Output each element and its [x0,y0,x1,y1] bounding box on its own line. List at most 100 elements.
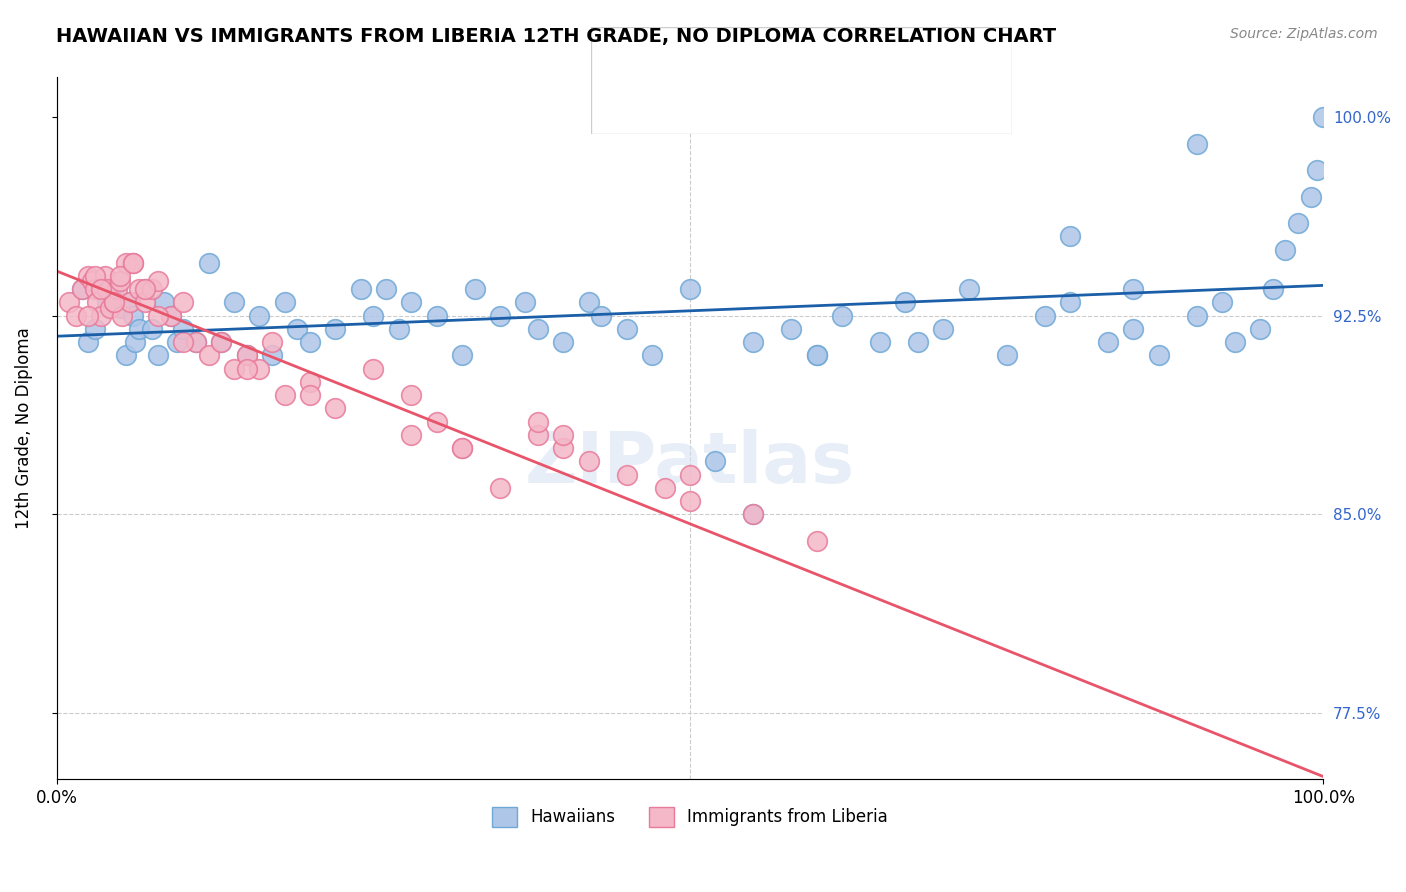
Point [426,309,449,323]
Point [77,268,100,283]
Point [235,348,257,362]
Point [222,361,245,376]
Point [679,494,702,508]
Point [578,295,600,310]
Point [654,481,676,495]
Point [907,785,929,799]
Point [1306,163,1329,178]
Point [578,454,600,468]
Point [401,388,423,402]
Point [141,282,163,296]
Point [1059,229,1081,244]
Point [285,322,308,336]
Point [780,322,803,336]
Point [451,348,474,362]
Point [247,309,270,323]
Point [70,282,93,296]
Text: R = -0.309   N = 64: R = -0.309 N = 64 [671,96,848,114]
Bar [607,37,658,75]
Point [641,348,664,362]
Point [166,335,188,350]
Point [184,335,207,350]
Point [65,309,87,323]
Point [742,335,765,350]
Point [197,256,219,270]
Point [1097,335,1119,350]
Point [273,388,295,402]
Point [83,322,105,336]
Point [527,427,550,442]
Point [489,481,512,495]
Point [209,335,232,350]
Point [96,282,118,296]
Point [515,295,537,310]
Point [806,348,828,362]
Point [1286,216,1309,230]
Point [93,268,115,283]
Point [146,274,169,288]
Point [273,295,295,310]
Point [115,348,138,362]
Point [121,256,143,270]
Point [153,295,176,310]
Point [83,268,105,283]
Point [1122,282,1144,296]
Point [209,335,232,350]
Point [1274,243,1296,257]
Point [932,322,955,336]
Point [103,282,125,296]
Point [108,301,131,315]
Point [58,295,80,310]
Point [553,441,575,455]
Point [361,309,384,323]
Point [260,348,283,362]
Point [1185,309,1208,323]
Point [260,335,283,350]
Point [831,309,853,323]
Point [1299,189,1322,203]
Point [184,335,207,350]
Point [90,282,112,296]
Point [1223,335,1246,350]
Point [222,295,245,310]
Point [96,295,118,310]
Point [869,335,891,350]
Legend: Hawaiians, Immigrants from Liberia: Hawaiians, Immigrants from Liberia [485,800,894,834]
Point [80,274,103,288]
Point [298,388,321,402]
Point [83,282,105,296]
Point [742,507,765,521]
Point [349,282,371,296]
Point [247,361,270,376]
Point [679,282,702,296]
Point [957,282,980,296]
Point [146,309,169,323]
Text: R =  0.386   N = 77: R = 0.386 N = 77 [671,48,846,66]
Point [679,467,702,482]
Point [401,295,423,310]
Point [235,361,257,376]
Point [1249,322,1271,336]
Point [70,282,93,296]
Point [1122,322,1144,336]
Point [128,282,150,296]
Point [451,441,474,455]
Point [120,295,142,310]
Point [134,282,156,296]
FancyBboxPatch shape [591,27,1012,134]
Point [464,282,486,296]
Point [107,282,129,296]
Point [120,295,142,310]
Point [527,322,550,336]
Point [172,295,194,310]
Point [159,309,181,323]
Point [108,274,131,288]
Point [159,309,181,323]
Point [121,309,143,323]
Point [451,441,474,455]
Point [115,256,138,270]
Point [111,309,134,323]
Point [489,309,512,323]
Point [704,454,727,468]
Point [361,361,384,376]
